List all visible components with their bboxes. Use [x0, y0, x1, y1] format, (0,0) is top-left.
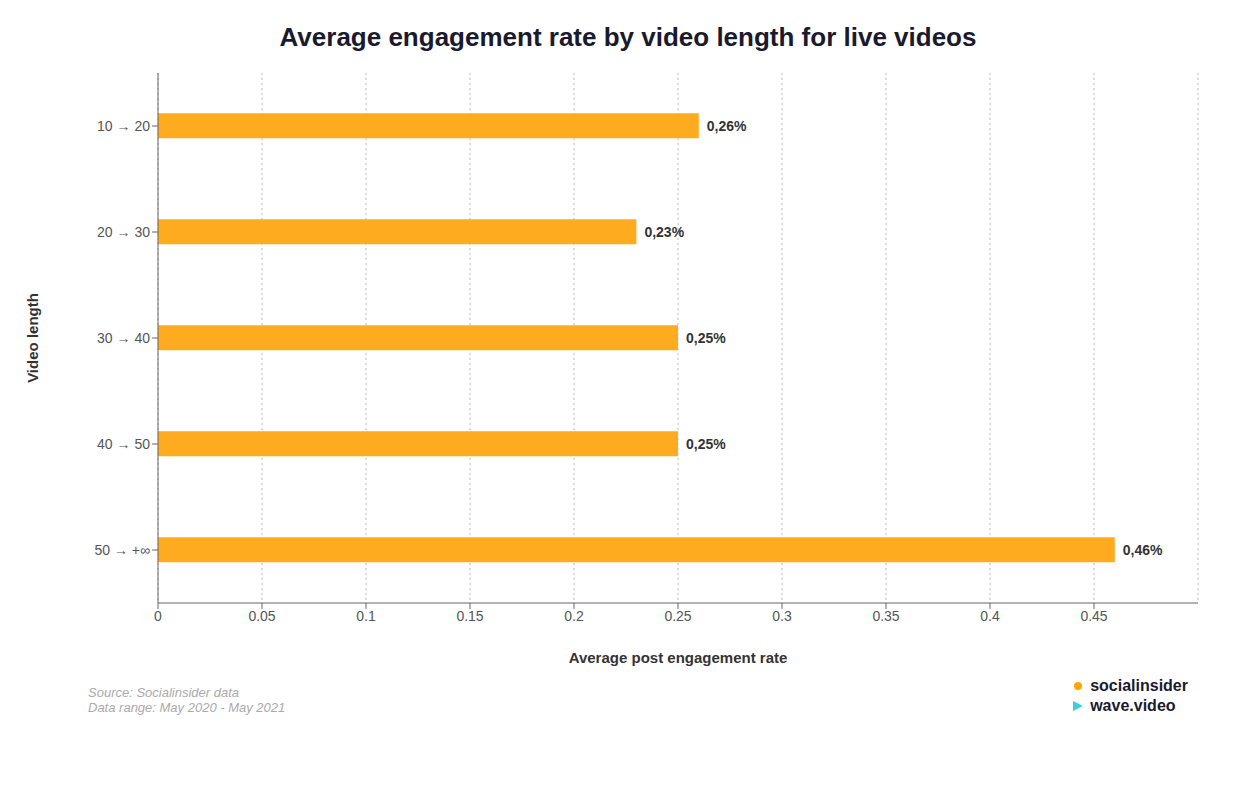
svg-text:0.15: 0.15: [456, 608, 483, 624]
svg-text:40 → 50: 40 → 50: [97, 436, 150, 452]
svg-text:0.2: 0.2: [564, 608, 584, 624]
svg-text:0.05: 0.05: [248, 608, 275, 624]
html-text:Source: Socialinsider data: Source: Socialinsider data: [88, 685, 239, 700]
svg-text:0.4: 0.4: [980, 608, 1000, 624]
html-text:Average engagement rate by vid: Average engagement rate by video length …: [279, 22, 977, 52]
svg-text:0.1: 0.1: [356, 608, 376, 624]
html-text:Data range: May 2020 - May 202: Data range: May 2020 - May 2021: [88, 700, 286, 715]
svg-text:0.35: 0.35: [872, 608, 899, 624]
svg-text:10 → 20: 10 → 20: [97, 118, 150, 134]
svg-text:Average post engagement rate: Average post engagement rate: [569, 649, 788, 666]
html-text:socialinsider: socialinsider: [1090, 677, 1188, 694]
svg-text:0,25%: 0,25%: [686, 330, 726, 346]
svg-text:50 → +∞: 50 → +∞: [94, 542, 150, 558]
svg-text:0,46%: 0,46%: [1123, 542, 1163, 558]
svg-text:0.25: 0.25: [664, 608, 691, 624]
svg-text:0.3: 0.3: [772, 608, 792, 624]
svg-text:20 → 30: 20 → 30: [97, 224, 150, 240]
svg-text:0,25%: 0,25%: [686, 436, 726, 452]
svg-text:0,23%: 0,23%: [644, 224, 684, 240]
svg-text:0: 0: [154, 608, 162, 624]
svg-text:0.45: 0.45: [1080, 608, 1107, 624]
svg-text:0,26%: 0,26%: [707, 118, 747, 134]
svg-text:Video length: Video length: [24, 293, 41, 383]
html-text:wave.video: wave.video: [1090, 697, 1176, 714]
svg-text:30 → 40: 30 → 40: [97, 330, 150, 346]
